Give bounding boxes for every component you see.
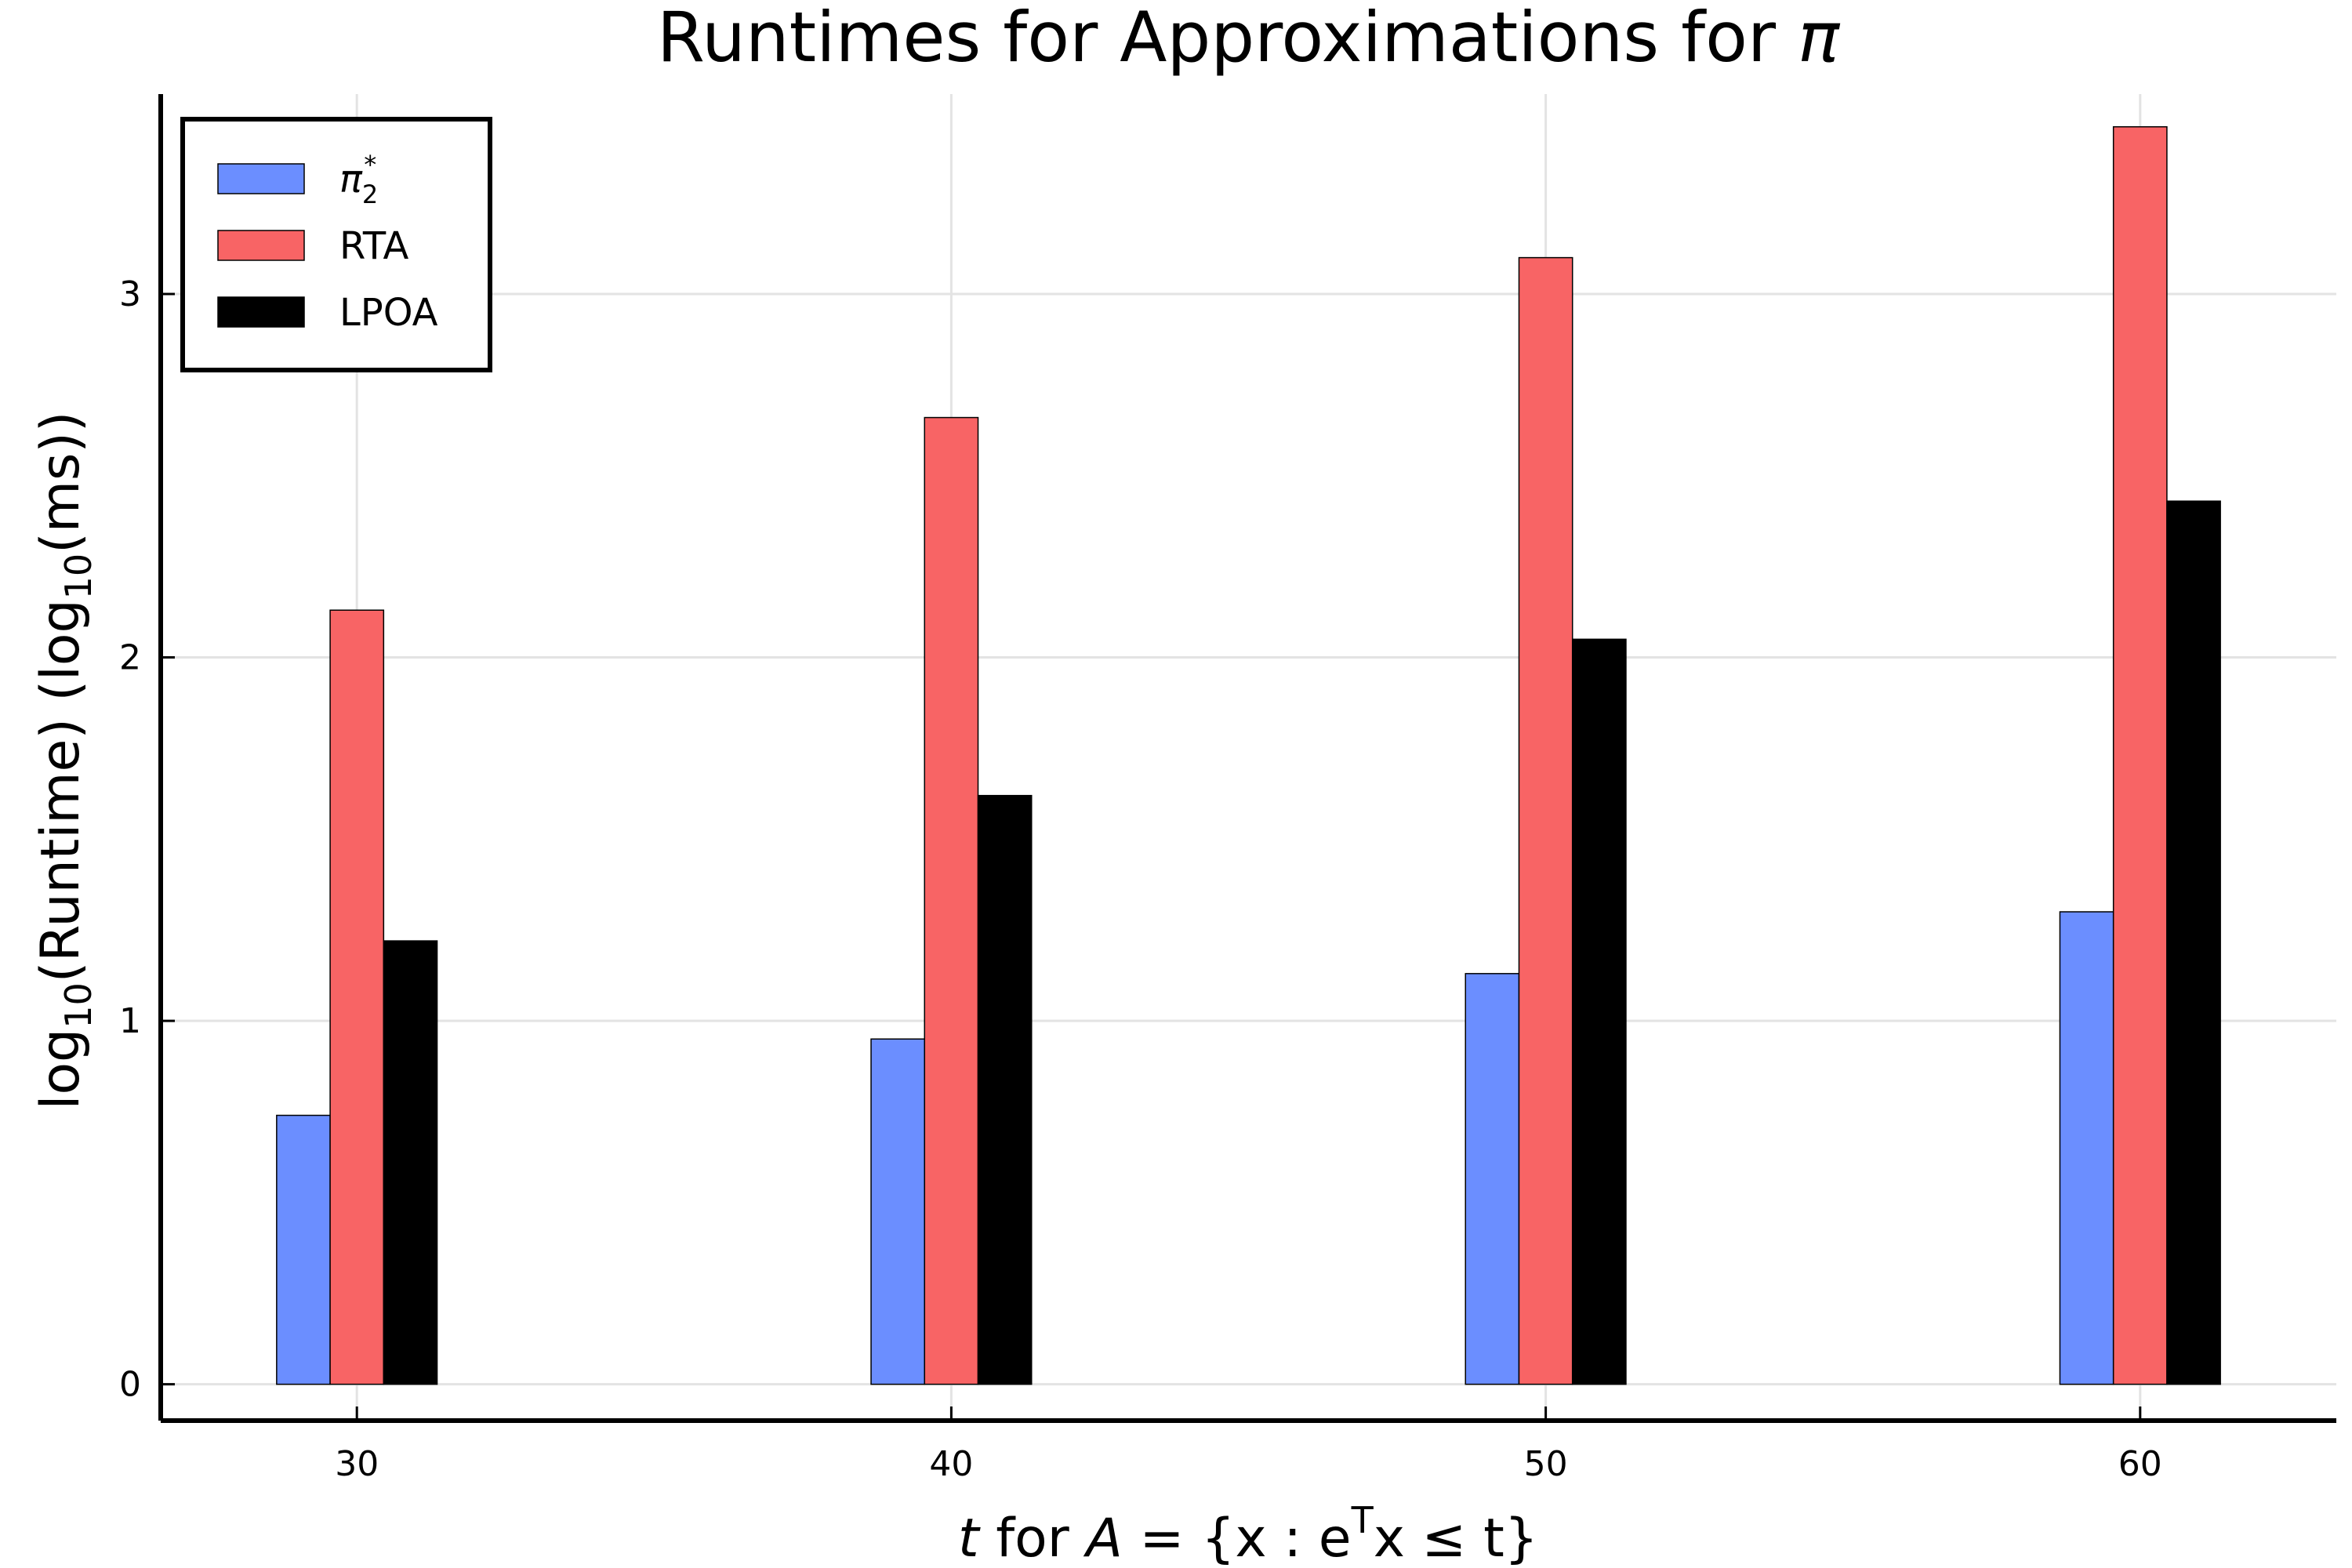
x-axis-label: t for A = {x : eTx ≤ t} xyxy=(958,1499,1538,1568)
legend-label-0: π2* xyxy=(339,150,378,209)
y-tick-label: 2 xyxy=(119,638,141,678)
bar--30 xyxy=(276,1114,331,1385)
legend-box xyxy=(180,117,492,372)
bar-lpoa-30 xyxy=(383,940,438,1385)
y-axis-label: log10(Runtime) (log10(ms)) xyxy=(30,412,100,1110)
bars xyxy=(276,125,2221,1385)
x-tick-label: 40 xyxy=(929,1444,973,1484)
bar-rta-30 xyxy=(329,609,385,1385)
bar-rta-50 xyxy=(1518,256,1573,1385)
legend-swatch-0 xyxy=(217,163,305,194)
bar-lpoa-50 xyxy=(1571,638,1627,1385)
y-tick-label: 1 xyxy=(119,1001,141,1041)
legend: π2* RTA LPOA xyxy=(180,117,492,372)
x-tick-label: 50 xyxy=(1524,1444,1568,1484)
legend-swatch-2 xyxy=(217,296,305,328)
y-tick-label: 0 xyxy=(119,1365,141,1405)
legend-label-2: LPOA xyxy=(339,291,438,335)
bar-rta-60 xyxy=(2112,125,2168,1385)
x-tick-label: 30 xyxy=(335,1444,379,1484)
axes xyxy=(158,94,2336,1423)
bar--60 xyxy=(2059,911,2114,1385)
y-tick-label: 3 xyxy=(119,274,141,314)
bar-lpoa-40 xyxy=(977,794,1033,1385)
tick-labels: 30 40 50 60 0 1 2 3 xyxy=(119,274,2162,1484)
bar--50 xyxy=(1465,973,1520,1385)
legend-label-1: RTA xyxy=(339,224,408,268)
bar--40 xyxy=(870,1038,926,1385)
bar-lpoa-60 xyxy=(2166,500,2221,1385)
chart-title: Runtimes for Approximations for π xyxy=(657,0,1841,78)
legend-swatch-1 xyxy=(217,230,305,261)
bar-rta-40 xyxy=(924,416,979,1385)
x-tick-label: 60 xyxy=(2118,1444,2162,1484)
